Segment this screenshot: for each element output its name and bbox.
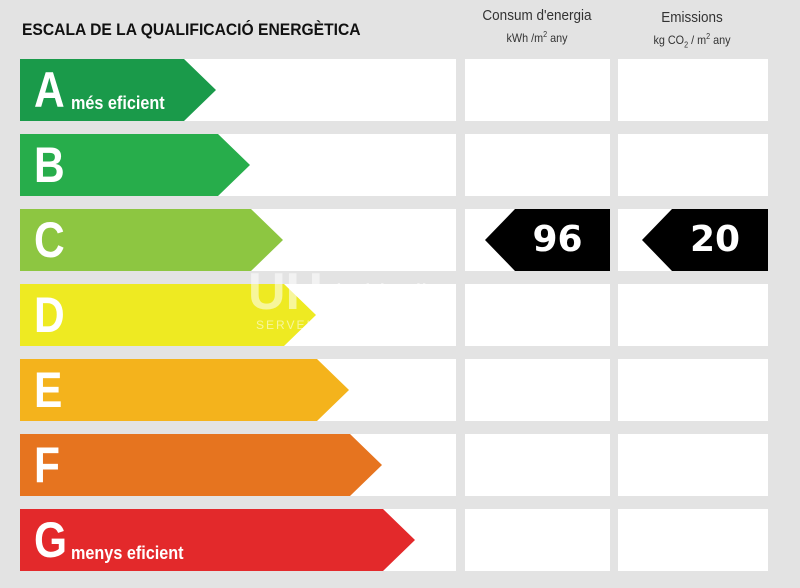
class-letter: A	[34, 62, 65, 118]
energy-cell-f	[465, 434, 610, 496]
class-letter: F	[34, 437, 60, 493]
emissions-value: 20	[689, 219, 741, 260]
energy-column-header: Consum d'energia kWh /m2 any	[470, 6, 605, 47]
class-letter: G	[34, 512, 68, 568]
emissions-cell-d	[618, 284, 768, 346]
energy-cell-b	[465, 134, 610, 196]
energy-cell-g	[465, 509, 610, 571]
class-letter: D	[34, 287, 65, 343]
energy-cell-a	[465, 59, 610, 121]
emissions-cell-c: 20	[618, 209, 768, 271]
class-letter: C	[34, 212, 65, 268]
scale-row-c: C	[20, 209, 456, 271]
class-letter: B	[34, 137, 65, 193]
scale-row-b: B	[20, 134, 456, 196]
scale-title: ESCALA DE LA QUALIFICACIÓ ENERGÈTICA	[22, 20, 361, 39]
energy-column-unit: kWh /m2 any	[506, 30, 568, 45]
emissions-column-header: Emissions kg CO2 / m2 any	[625, 8, 760, 54]
scale-row-e: E	[20, 359, 456, 421]
class-note: menys eficient	[71, 543, 184, 563]
emissions-column-title: Emissions	[661, 9, 723, 26]
energy-cell-e	[465, 359, 610, 421]
class-arrow-f: F	[20, 434, 382, 496]
emissions-cell-a	[618, 59, 768, 121]
emissions-cell-f	[618, 434, 768, 496]
class-arrow-d: D	[20, 284, 316, 346]
emissions-rating-pointer: 20	[642, 209, 768, 271]
scale-row-f: F	[20, 434, 456, 496]
class-letter: E	[34, 362, 63, 418]
class-arrow-c: C	[20, 209, 283, 271]
emissions-column-unit: kg CO2 / m2 any	[653, 32, 731, 50]
energy-cell-c: 96	[465, 209, 610, 271]
energy-rating-pointer: 96	[485, 209, 610, 271]
class-arrow-e: E	[20, 359, 349, 421]
class-arrow-b: B	[20, 134, 250, 196]
emissions-cell-b	[618, 134, 768, 196]
emissions-cell-e	[618, 359, 768, 421]
scale-row-d: D	[20, 284, 456, 346]
energy-cell-d	[465, 284, 610, 346]
energy-column-title: Consum d'energia	[482, 7, 592, 24]
emissions-cell-g	[618, 509, 768, 571]
energy-value: 96	[532, 219, 583, 260]
class-note: més eficient	[71, 93, 165, 113]
